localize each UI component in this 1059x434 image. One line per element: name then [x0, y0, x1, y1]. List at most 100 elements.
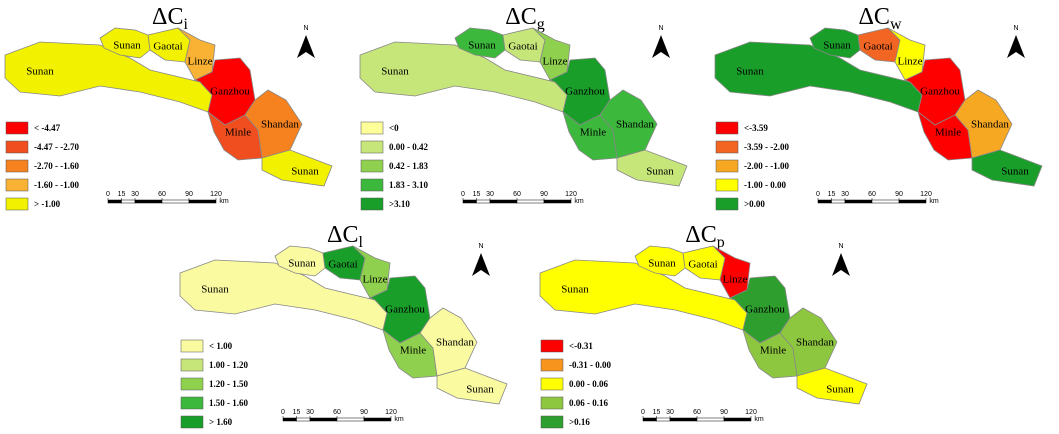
region-label: Linze — [897, 56, 922, 68]
scale-label: 30 — [131, 191, 139, 198]
scale-label: 15 — [293, 409, 301, 416]
scale-label: 0 — [816, 191, 820, 198]
scale-label: 90 — [185, 191, 193, 198]
legend-label: -4.47 - -2.70 — [34, 142, 79, 152]
map-title: ΔCl — [327, 222, 363, 251]
legend-swatch — [540, 339, 564, 353]
region-label: Linze — [542, 56, 567, 68]
region-label: Sunan — [201, 284, 229, 296]
scale-segment — [363, 417, 392, 422]
legend-label: 1.20 - 1.50 — [209, 379, 248, 389]
scale-segment — [696, 417, 725, 422]
legend-swatch — [180, 358, 204, 372]
scale-segment — [309, 417, 338, 422]
scale-label: 90 — [720, 409, 728, 416]
scale-label: 120 — [745, 409, 757, 416]
region — [796, 367, 868, 405]
region-label: Ganzhou — [210, 86, 250, 98]
legend-label: -1.60 - -1.00 — [34, 180, 79, 190]
scale-segment — [336, 417, 365, 422]
scale-segment — [282, 417, 297, 422]
scale-segment — [296, 417, 311, 422]
north-arrow — [297, 35, 315, 58]
scale-label: 0 — [641, 409, 645, 416]
scale-label: 60 — [333, 409, 341, 416]
legend-swatch — [715, 121, 739, 135]
legend-swatch — [180, 415, 204, 429]
map-panel: ΔCp Sunan Sunan Gaotai Linze Ganzhou Minle Shan… — [539, 222, 868, 429]
scale-segment — [656, 417, 671, 422]
title-subscript: w — [890, 16, 902, 33]
scale-label: 60 — [868, 191, 876, 198]
legend-swatch — [360, 197, 384, 211]
scale-label: 0 — [281, 409, 285, 416]
legend-swatch — [5, 140, 29, 154]
region-label: Gaotai — [863, 41, 892, 53]
region-label: Sunan — [291, 166, 319, 178]
north-label: N — [478, 243, 483, 250]
title-subscript: l — [359, 234, 364, 251]
scale-segment — [107, 199, 122, 204]
legend-swatch — [180, 339, 204, 353]
region-label: Sunan — [823, 40, 851, 52]
scale-label: 15 — [828, 191, 836, 198]
scale-unit: km — [394, 416, 404, 423]
legend-label: -2.70 - -1.60 — [34, 161, 79, 171]
legend-swatch — [5, 159, 29, 173]
legend-label: -1.00 - 0.00 — [744, 180, 786, 190]
scale-segment — [489, 199, 518, 204]
region-label: Ganzhou — [565, 86, 605, 98]
legend-label: > 1.60 — [209, 417, 233, 427]
title-subscript: i — [184, 16, 189, 33]
legend-label: >3.10 — [389, 199, 410, 209]
legend-label: 1.00 - 1.20 — [209, 360, 248, 370]
region-label: Gaotai — [688, 259, 717, 271]
scale-label: 15 — [653, 409, 661, 416]
scale-segment — [462, 199, 477, 204]
north-label: N — [658, 25, 663, 32]
scale-segment — [831, 199, 846, 204]
scale-label: 90 — [360, 409, 368, 416]
scale-segment — [723, 417, 752, 422]
region-label: Sunan — [826, 384, 854, 396]
scale-segment — [543, 199, 572, 204]
legend-label: < -4.47 — [34, 123, 61, 133]
scale-label: 0 — [106, 191, 110, 198]
scale-label: 90 — [540, 191, 548, 198]
region-label: Shandan — [796, 337, 834, 349]
legend-swatch — [5, 197, 29, 211]
legend-swatch — [715, 159, 739, 173]
scale-label: 120 — [385, 409, 397, 416]
north-arrow — [472, 253, 490, 276]
north-label: N — [1013, 25, 1018, 32]
scale-segment — [516, 199, 545, 204]
legend-swatch — [540, 377, 564, 391]
scale-segment — [669, 417, 698, 422]
region-label: Linze — [362, 274, 387, 286]
legend-swatch — [5, 121, 29, 135]
north-arrow — [1007, 35, 1025, 58]
scale-label: 60 — [693, 409, 701, 416]
map-panel: ΔCi Sunan Sunan Gaotai Linze Ganzhou Minle Shan… — [4, 4, 333, 211]
scale-segment — [844, 199, 873, 204]
scale-label: 30 — [841, 191, 849, 198]
region-label: Sunan — [1001, 166, 1029, 178]
region-label: Sunan — [561, 284, 589, 296]
legend-label: 0.00 - 0.06 — [569, 379, 608, 389]
legend-label: 1.83 - 3.10 — [389, 180, 428, 190]
legend-label: < 1.00 — [209, 341, 233, 351]
legend-swatch — [715, 197, 739, 211]
legend-label: <-0.31 — [569, 341, 593, 351]
region-label: Minle — [580, 127, 606, 139]
region-label: Sunan — [648, 258, 676, 270]
map-panel: ΔCw Sunan Sunan Gaotai Linze Ganzhou Minle Shan… — [714, 4, 1043, 211]
title-subscript: g — [537, 16, 545, 33]
region-label: Shandan — [436, 337, 474, 349]
scale-unit: km — [754, 416, 764, 423]
region-label: Gaotai — [328, 259, 357, 271]
map-title: ΔCw — [858, 4, 901, 33]
legend-label: -0.31 - 0.00 — [569, 360, 611, 370]
map-panel: ΔCg Sunan Sunan Gaotai Linze Ganzhou Minle Shan… — [359, 4, 688, 211]
map-title: ΔCg — [505, 4, 544, 33]
title-text: ΔC — [505, 4, 536, 30]
